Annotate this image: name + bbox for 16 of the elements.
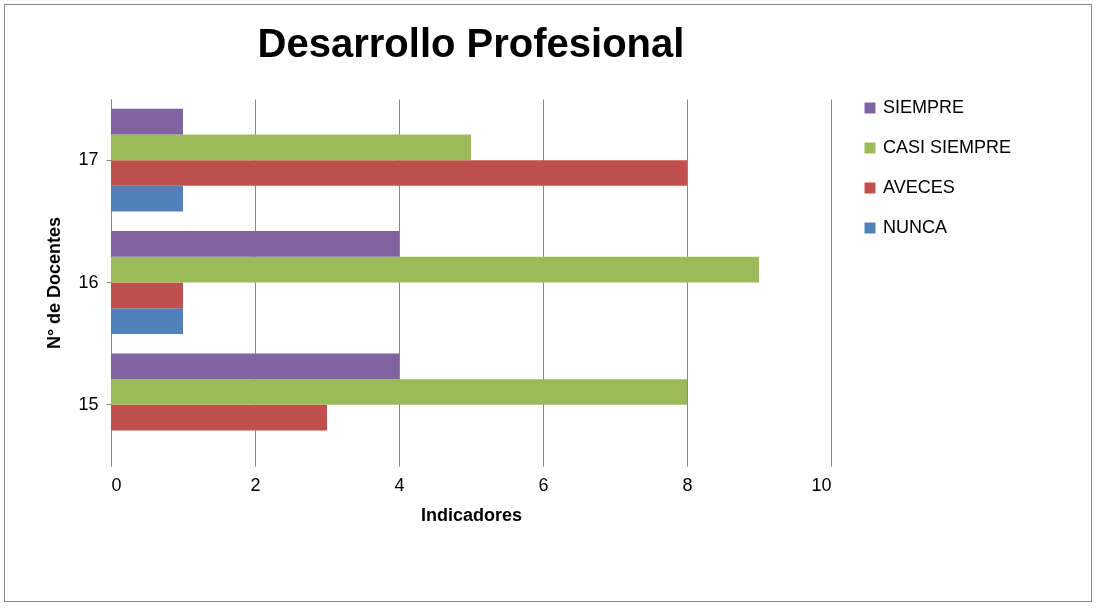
legend-label: SIEMPRE [883, 97, 965, 117]
x-axis-title: Indicadores [420, 504, 523, 525]
legend-label: AVECES [883, 177, 955, 197]
chart-title: Desarrollo Profesional [257, 21, 685, 65]
x-tick-label: 2 [250, 474, 261, 495]
y-tick-label: 17 [78, 149, 99, 170]
legend-label: CASI SIEMPRE [883, 137, 1012, 157]
x-tick-label: 10 [811, 474, 832, 495]
y-tick-label: 15 [78, 393, 99, 414]
y-tick-label: 16 [78, 271, 99, 292]
x-tick-label: 6 [538, 474, 549, 495]
x-tick-label: 8 [682, 474, 693, 495]
y-axis-title: N° de Docentes [44, 216, 65, 350]
x-tick-label: 4 [394, 474, 405, 495]
x-tick-label: 0 [111, 474, 122, 495]
legend-label: NUNCA [883, 217, 948, 237]
